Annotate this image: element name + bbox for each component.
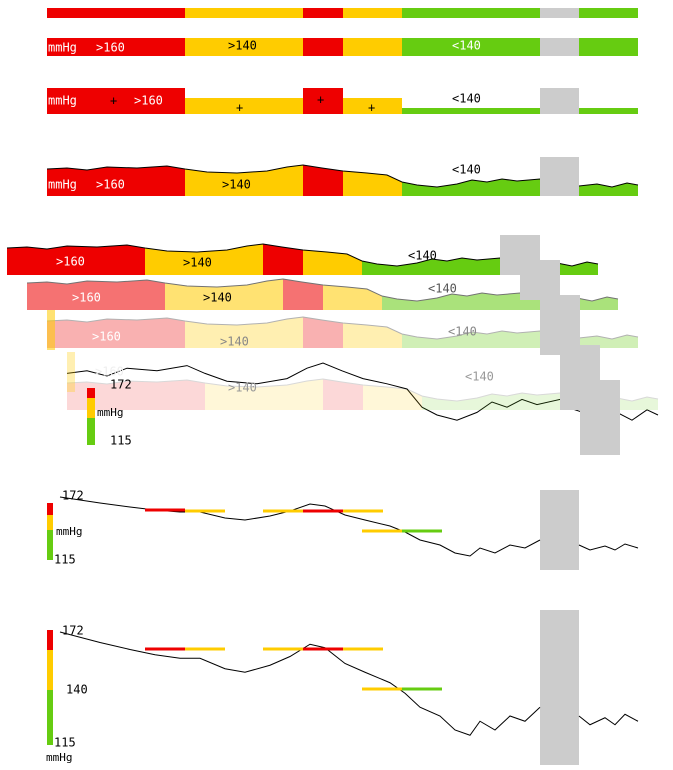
segment: [343, 38, 402, 56]
legend-unit: mmHg: [46, 751, 73, 764]
unit: mmHg: [48, 94, 77, 108]
shape: [145, 508, 442, 533]
row-4: mmHg >160 >140 <140: [47, 157, 638, 196]
segment: [303, 38, 343, 56]
segment: [540, 295, 580, 355]
label: <140: [408, 249, 437, 263]
segment: [185, 98, 303, 114]
segment: [540, 610, 579, 765]
label: <140: [452, 39, 481, 53]
label: >140: [183, 256, 212, 270]
label: >160: [56, 255, 85, 269]
plus: +: [317, 93, 324, 107]
segment: [540, 8, 579, 18]
row-2: mmHg >160 >140 <140: [47, 38, 638, 56]
segment: [47, 8, 185, 18]
segment: [47, 650, 53, 690]
segment: [560, 345, 600, 410]
layered: >140 <140 >160 >160 >140 <140 >160 >140 …: [7, 235, 660, 455]
legend-min: 115: [54, 736, 76, 750]
segment: [47, 630, 53, 650]
segment: [47, 530, 53, 560]
row-6: 172 mmHg 115: [47, 489, 639, 570]
segment: [579, 8, 638, 18]
segment: [402, 8, 540, 18]
segment: [343, 8, 402, 18]
unit: mmHg: [48, 178, 77, 192]
legend-max: 172: [110, 378, 132, 392]
segment: [185, 8, 303, 18]
segment: [303, 8, 343, 18]
plus: +: [110, 94, 117, 108]
segment: [520, 260, 560, 300]
label: >160: [95, 365, 124, 379]
legend-unit: mmHg: [56, 525, 83, 538]
label: >160: [96, 41, 125, 55]
segment: [402, 38, 540, 56]
segment: [67, 352, 75, 392]
segment: [402, 108, 540, 114]
label: >140: [222, 178, 251, 192]
label: >160: [96, 178, 125, 192]
legend-unit: mmHg: [97, 406, 124, 419]
segment: [185, 38, 303, 56]
shape: [47, 312, 638, 392]
unit: mmHg: [48, 41, 77, 55]
segment: [47, 515, 53, 530]
label: <140: [452, 92, 481, 106]
label: <140: [452, 163, 481, 177]
segment: [47, 88, 185, 114]
segment: [47, 310, 55, 350]
legend-mid: 140: [66, 683, 88, 697]
plus: +: [368, 101, 375, 115]
segment: [47, 38, 185, 56]
segment: [540, 490, 579, 570]
legend-max: 172: [62, 489, 84, 503]
segment: [47, 503, 53, 515]
segment: [47, 690, 53, 745]
segment: [540, 157, 579, 196]
label: >140: [220, 335, 249, 349]
segment: [579, 108, 638, 114]
shape: [145, 647, 442, 691]
segment: [87, 398, 95, 418]
shape: [27, 274, 618, 350]
row-3: mmHg + >160 + + + <140: [47, 88, 638, 115]
legend-max: 172: [62, 624, 84, 638]
label: >160: [134, 94, 163, 108]
label: <140: [448, 325, 477, 339]
segment: [579, 38, 638, 56]
label: >140: [203, 291, 232, 305]
segment: [303, 88, 343, 114]
legend-min: 115: [54, 553, 76, 567]
legend-min: 115: [110, 434, 132, 448]
segment: [540, 38, 579, 56]
segment: [87, 388, 95, 398]
segment: [343, 98, 402, 114]
row-7: 172 140 115 mmHg: [46, 610, 639, 765]
plus: +: [236, 101, 243, 115]
label: >160: [92, 330, 121, 344]
label: >140: [228, 39, 257, 53]
segment: [87, 418, 95, 445]
label: <140: [465, 370, 494, 384]
segment: [540, 88, 579, 114]
label: >140: [228, 381, 257, 395]
row-1: [47, 8, 638, 18]
label: >160: [72, 291, 101, 305]
label: <140: [428, 282, 457, 296]
